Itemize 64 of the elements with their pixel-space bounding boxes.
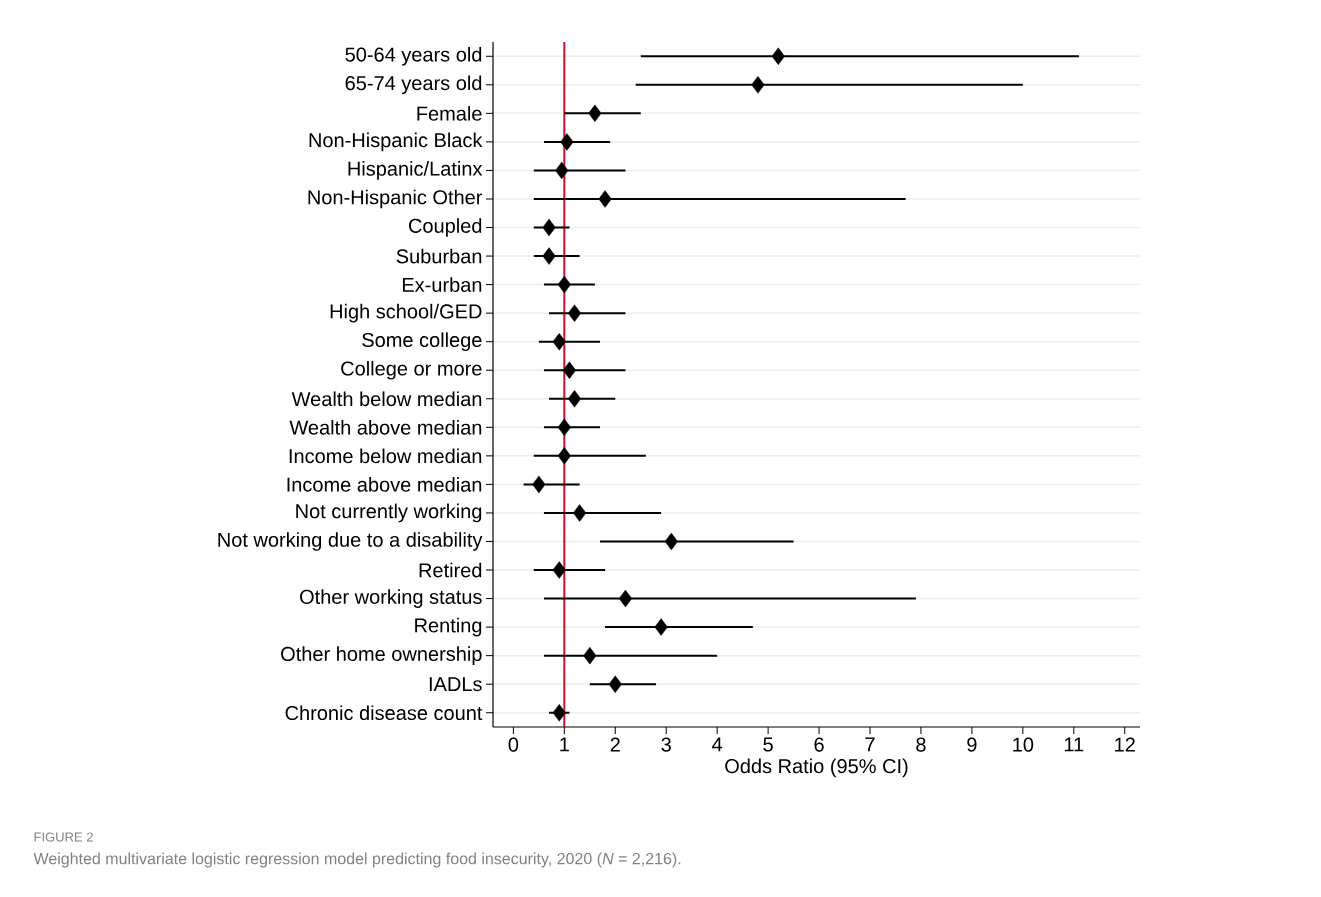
point — [552, 704, 566, 722]
point — [557, 418, 571, 437]
point — [664, 532, 678, 551]
point — [552, 332, 566, 351]
y-tick-label: Other working status — [300, 589, 482, 608]
y-tick-label: College or more — [341, 360, 482, 380]
x-tick-label: 6 — [814, 737, 824, 752]
point — [542, 247, 556, 265]
point — [542, 218, 556, 237]
y-tick-label: Not working due to a disability — [218, 532, 483, 551]
x-tick-label: 3 — [661, 737, 671, 752]
y-tick-label: Some college — [362, 332, 482, 352]
x-tick-label: 8 — [916, 737, 926, 752]
x-tick-label: 2 — [610, 737, 620, 752]
point — [583, 646, 597, 665]
x-tick-label: 10 — [1013, 737, 1034, 752]
point — [557, 275, 571, 294]
y-tick-label: Chronic disease count — [285, 705, 483, 721]
y-tick-label: Suburban — [396, 248, 482, 264]
y-tick-label: Income below median — [289, 448, 482, 464]
y-tick-label: Female — [417, 106, 482, 121]
y-tick-label: Wealth below median — [291, 391, 482, 407]
text: Weighted multivariate logistic regression model predicting food insecurity, 2020 (N = 2,216). — [33, 852, 681, 868]
y-tick-label: Coupled — [409, 218, 482, 237]
point — [552, 561, 566, 579]
y-tick-label: Income above median — [287, 477, 482, 492]
y-tick-label: Hispanic/Latinx — [348, 161, 483, 180]
point — [557, 447, 571, 465]
y-tick-label: Retired — [419, 562, 482, 578]
x-tick-label: 1 — [560, 737, 569, 752]
y-tick-label: Non-Hispanic Black — [309, 132, 483, 152]
point — [567, 390, 582, 408]
point — [532, 475, 546, 494]
point — [751, 76, 765, 94]
point — [771, 47, 785, 65]
point — [588, 104, 602, 123]
point — [654, 618, 668, 636]
x-tick-label: 12 — [1115, 737, 1135, 752]
point — [562, 361, 576, 379]
point — [555, 161, 569, 180]
y-tick-label: Wealth above median — [289, 419, 482, 435]
x-tick-label: 0 — [508, 737, 519, 752]
x-tick-label: 7 — [865, 737, 875, 752]
y-tick-label: Not currently working — [296, 503, 482, 523]
point — [567, 304, 582, 322]
x-tick-label: 4 — [712, 737, 723, 752]
point — [618, 589, 633, 608]
caption: FIGURE 2 — [34, 832, 93, 842]
x-tick-label: 11 — [1064, 737, 1084, 752]
point — [598, 190, 612, 208]
y-tick-label: 65-74 years old — [345, 75, 482, 95]
y-tick-label: Non-Hispanic Other — [308, 189, 483, 209]
y-tick-label: Other home ownership — [281, 646, 482, 665]
point — [560, 133, 574, 151]
y-tick-label: Ex-urban — [402, 277, 482, 292]
y-tick-label: High school/GED — [330, 303, 482, 323]
y-tick-label: Renting — [415, 617, 482, 637]
x-axis-title: Odds Ratio (95% CI) — [725, 758, 908, 778]
y-tick-label: IADLs — [429, 677, 482, 692]
y-tick-label: 50-64 years old — [345, 46, 482, 66]
point — [608, 675, 622, 693]
point — [573, 504, 587, 522]
x-tick-label: 5 — [763, 737, 773, 752]
x-tick-label: 9 — [967, 737, 977, 752]
